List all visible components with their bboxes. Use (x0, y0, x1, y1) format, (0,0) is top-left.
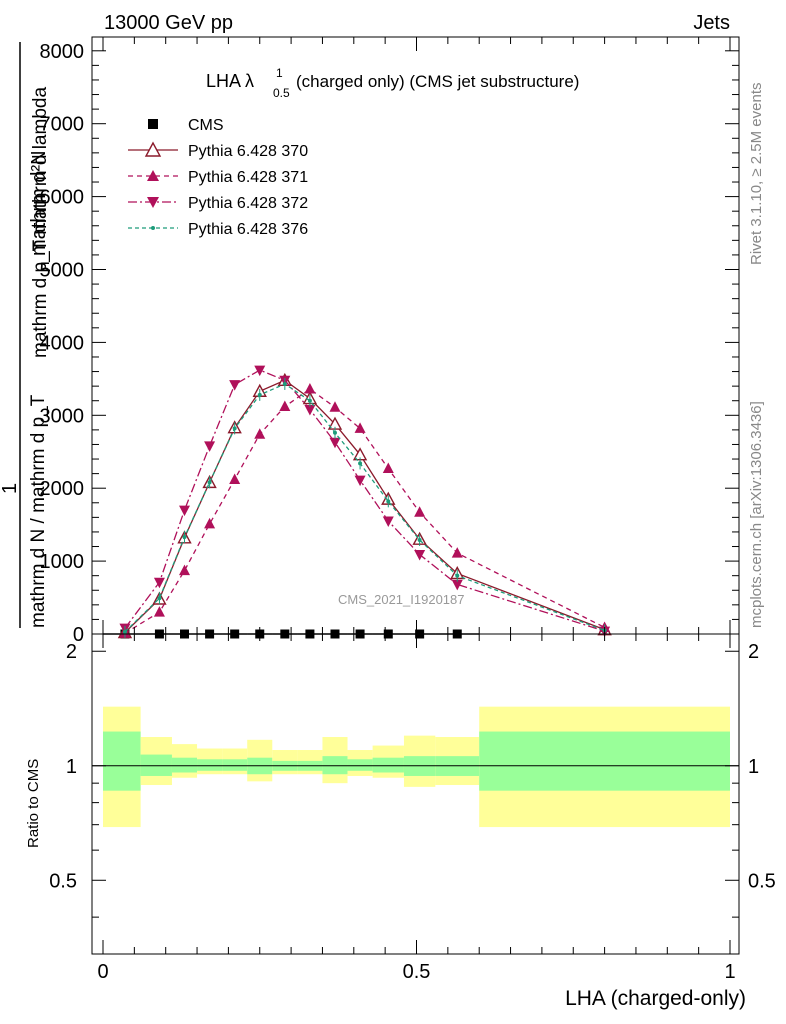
data-point (179, 564, 191, 576)
data-point (153, 606, 165, 617)
y-tick-label: 1000 (40, 551, 85, 573)
series-line (124, 383, 605, 633)
main-x-ticks (102, 37, 731, 634)
ratio-inner-band (197, 759, 223, 771)
data-point (304, 383, 316, 394)
title-main: LHA λ (206, 71, 254, 91)
legend-marker (148, 119, 158, 129)
ratio-x-axis: 0 0.5 1 (97, 634, 736, 983)
ratio-inner-band (322, 756, 348, 775)
legend-entry: CMS (148, 117, 224, 134)
title-superscript: 1 (276, 66, 283, 80)
ratio-panel: 0.5 0.51 12 2 0 0.5 1 Ratio to CMS LHA (charg… (25, 633, 776, 1010)
legend-marker (151, 226, 155, 230)
legend: CMS Pythia 6.428 370 Pythia 6.428 371 Pythi… (128, 117, 308, 238)
ratio-inner-band (103, 731, 141, 791)
y-tick-label: 5000 (40, 260, 85, 282)
data-point (329, 401, 341, 412)
mcplots-label: mcplots.cern.ch [arXiv:1306.3436] (748, 401, 765, 628)
legend-marker (147, 170, 159, 181)
data-point (382, 516, 394, 528)
legend-entry: Pythia 6.428 370 (128, 141, 308, 160)
y-tick-label: 7000 (40, 114, 85, 136)
ratio-bands (103, 706, 730, 828)
main-panel: 0 1000 2000 3000 4000 5000 6000 7000 8000 LHA λ … (0, 36, 740, 646)
ratio-inner-band (347, 759, 373, 771)
ratio-y-axis: 0.5 0.5 1 1 2 2 (49, 641, 776, 918)
x-tick-label: 1 (724, 961, 735, 983)
data-point (254, 428, 266, 439)
legend-marker (147, 197, 159, 208)
legend-marker (144, 141, 162, 157)
plot-title: LHA λ 1 0.5 (charged only) (CMS jet subs… (206, 66, 579, 100)
header-right: Jets (693, 12, 730, 34)
ratio-inner-band (222, 759, 248, 771)
series-line (124, 369, 605, 632)
y-tick-label: 4000 (40, 332, 85, 354)
data-point (179, 505, 191, 517)
data-point (329, 437, 341, 449)
data-point (354, 475, 366, 487)
x-tick-label: 0.5 (403, 961, 431, 983)
ratio-y-tick-label-right: 1 (748, 756, 759, 778)
y-tick-label: 6000 (40, 187, 85, 209)
rivet-label: Rivet 3.1.10, ≥ 2.5M events (748, 83, 765, 266)
x-axis-title: LHA (charged-only) (565, 987, 746, 1010)
ratio-inner-band (479, 731, 730, 791)
legend-label: Pythia 6.428 371 (188, 169, 308, 186)
data-point (153, 577, 165, 589)
data-point (204, 517, 216, 529)
ratio-y-tick-label: 2 (66, 641, 77, 663)
ratio-y-tick-label-right: 2 (748, 641, 759, 663)
legend-label: Pythia 6.428 370 (188, 143, 308, 160)
data-point (451, 579, 463, 591)
data-point (254, 365, 266, 377)
header-left: 13000 GeV pp (104, 12, 233, 34)
legend-entry: Pythia 6.428 372 (128, 195, 308, 212)
ratio-frame (91, 633, 740, 955)
data-point (414, 506, 426, 517)
data-point (354, 422, 366, 433)
ratio-ylabel: Ratio to CMS (25, 759, 42, 848)
legend-label: CMS (188, 117, 224, 134)
legend-entry: Pythia 6.428 376 (128, 221, 308, 238)
ratio-y-tick-label-right: 0.5 (748, 870, 776, 892)
ratio-inner-band (171, 757, 198, 773)
series-line (124, 379, 605, 634)
main-y-axis: 0 1000 2000 3000 4000 5000 6000 7000 8000 (40, 41, 739, 646)
y-tick-label: 8000 (40, 41, 85, 63)
data-point (382, 462, 394, 474)
y-tick-label: 0 (73, 624, 84, 646)
data-point (414, 550, 426, 561)
ratio-inner-band (372, 757, 404, 773)
title-subscript: 0.5 (273, 86, 290, 100)
data-point (451, 547, 463, 558)
y-tick-label: 2000 (40, 478, 85, 500)
data-point (304, 404, 316, 416)
series-pythia-6-428-376 (122, 377, 607, 638)
ratio-y-tick-label: 0.5 (49, 870, 77, 892)
data-point (204, 441, 216, 452)
legend-label: Pythia 6.428 376 (188, 221, 308, 238)
y-axis-title: mathrm d²N mathrm d p_T mathrm d lambda … (0, 42, 51, 628)
ylabel-denominator: mathrm d N / mathrm d p_T (28, 394, 49, 628)
data-point (229, 473, 241, 484)
analysis-watermark: CMS_2021_I1920187 (338, 592, 465, 607)
legend-label: Pythia 6.428 372 (188, 195, 308, 212)
data-point (279, 400, 291, 412)
title-rest: (charged only) (CMS jet substructure) (296, 72, 579, 91)
ratio-y-tick-label: 1 (66, 756, 77, 778)
ylabel-one: 1 (0, 483, 21, 494)
y-tick-label: 3000 (40, 405, 85, 427)
series-line (124, 388, 605, 634)
ylabel-numerator-2: mathrm d p_T mathrm d lambda (30, 87, 51, 358)
legend-entry: Pythia 6.428 371 (128, 169, 308, 186)
ylabel-numerator: mathrm d²N (28, 150, 50, 256)
data-point (229, 380, 241, 391)
x-tick-label: 0 (97, 961, 108, 983)
